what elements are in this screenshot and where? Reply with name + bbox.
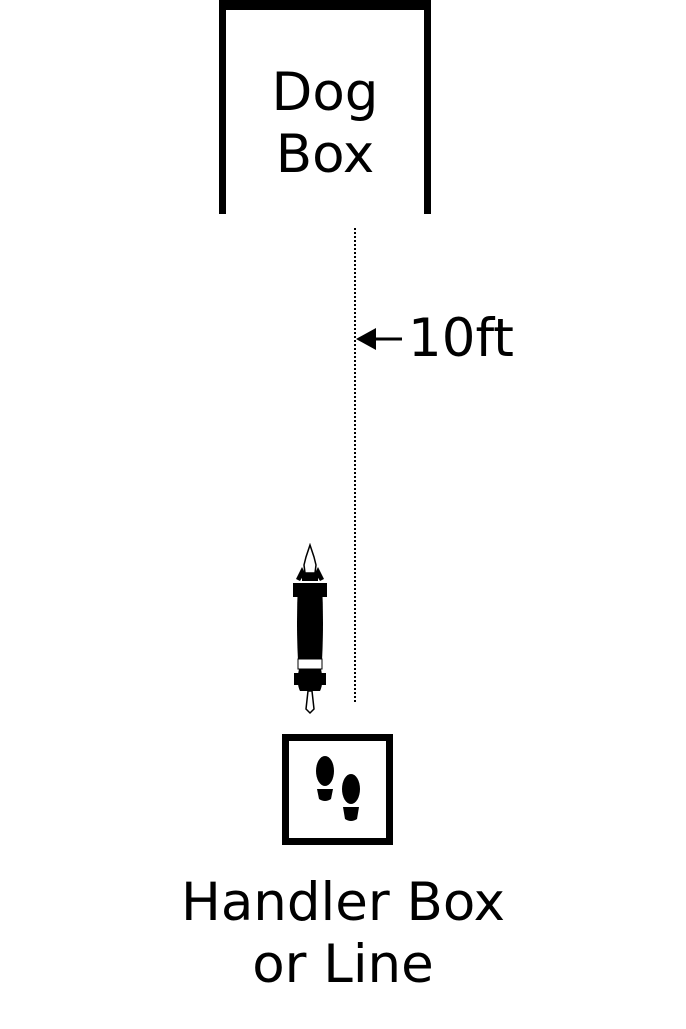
handler-box-label-line2: or Line (252, 934, 434, 995)
handler-box (282, 734, 393, 845)
dog-top-view-icon (293, 543, 327, 715)
handler-box-label-line1: Handler Box (180, 872, 506, 933)
dog-box-label-line2: Box (275, 124, 375, 185)
distance-label: 10ft (408, 308, 514, 369)
handler-box-label: Handler Box or Line (100, 872, 586, 996)
dog-box-label: Dog Box (226, 62, 424, 186)
arrow-left-icon (356, 328, 402, 350)
dog-box: Dog Box (219, 0, 431, 214)
distance-dotted-line (354, 228, 356, 702)
dog-box-label-line1: Dog (271, 62, 379, 123)
footprints-icon (316, 756, 360, 821)
